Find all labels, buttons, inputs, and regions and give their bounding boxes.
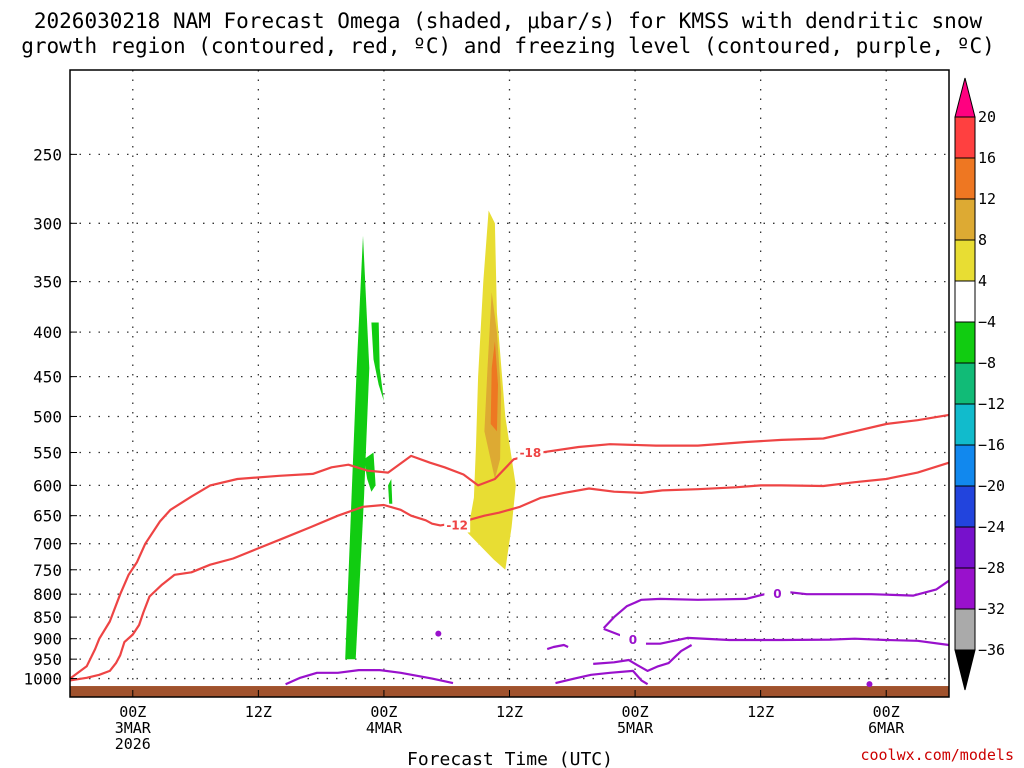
y-axis-ticks: 250 300 350 400 450 500 550 600 650 700 750 800 850 9… — [23, 145, 77, 689]
x-tick-label: 12Z — [245, 703, 272, 721]
colorbar-label: −8 — [978, 354, 996, 372]
colorbar-label: −20 — [978, 477, 1005, 495]
y-tick-label: 700 — [33, 535, 62, 554]
dendritic-label-bg — [517, 445, 544, 461]
y-tick-label: 350 — [33, 273, 62, 292]
x-tick-label: 00Z — [119, 703, 146, 721]
y-tick-label: 900 — [33, 630, 62, 649]
x-tick-label: 00Z — [370, 703, 397, 721]
y-tick-label: 750 — [33, 561, 62, 580]
colorbar-bottom-arrow — [954, 649, 976, 691]
colorbar-segment-4 — [954, 280, 976, 323]
colorbar-label: 20 — [978, 108, 996, 126]
chart-title-line-2: growth region (contoured, red, ºC) and f… — [21, 34, 995, 58]
dendritic-contour-0 — [69, 413, 950, 680]
colorbar-segment-0 — [954, 116, 976, 159]
colorbar-segment-6 — [954, 362, 976, 405]
omega-region-0 — [345, 235, 370, 660]
colorbar-label: −4 — [978, 313, 996, 331]
x-axis-label: Forecast Time (UTC) — [407, 749, 613, 768]
colorbar-segment-9 — [954, 485, 976, 528]
x-tick-label: 6MAR — [868, 719, 905, 737]
dendritic-contour-label: -18 — [520, 446, 542, 460]
freezing-label-bg — [619, 631, 646, 647]
colorbar-segment-10 — [954, 526, 976, 569]
colorbar-segment-12 — [954, 608, 976, 651]
y-tick-label: 950 — [33, 650, 62, 669]
colorbar-segment-3 — [954, 239, 976, 282]
colorbar: 20 16 12 8 4 −4 −8 −12 −16 −20 −24 −28 −32 −36 — [954, 77, 1005, 691]
y-tick-label: 1000 — [23, 670, 62, 689]
omega-region-6 — [490, 341, 498, 432]
x-tick-label: 2026 — [115, 735, 151, 753]
colorbar-label: 16 — [978, 149, 996, 167]
colorbar-segment-2 — [954, 198, 976, 241]
omega-shading — [345, 210, 516, 660]
x-tick-label: 00Z — [873, 703, 900, 721]
freezing-contour-0 — [602, 579, 950, 629]
colorbar-label: −24 — [978, 518, 1005, 536]
y-tick-label: 650 — [33, 507, 62, 526]
freezing-contour-5 — [546, 643, 569, 651]
colorbar-label: 12 — [978, 190, 996, 208]
y-tick-label: 550 — [33, 444, 62, 463]
x-tick-label: 12Z — [496, 703, 523, 721]
colorbar-segment-11 — [954, 567, 976, 610]
colorbar-label: −16 — [978, 436, 1005, 454]
plot-area: 0 0 -18 -12 — [69, 69, 950, 698]
omega-region-1 — [371, 322, 384, 401]
colorbar-segment-8 — [954, 444, 976, 487]
x-tick-label: 4MAR — [366, 719, 403, 737]
freezing-contour-2 — [593, 644, 693, 672]
contour-labels: 0 0 -18 -12 — [444, 445, 791, 647]
y-tick-label: 600 — [33, 476, 62, 495]
y-tick-label: 800 — [33, 585, 62, 604]
freezing-label-bg — [764, 586, 791, 602]
colorbar-top-arrow — [954, 77, 976, 118]
colorbar-segment-1 — [954, 157, 976, 200]
freezing-contour-4 — [285, 669, 454, 686]
colorbar-segment-5 — [954, 321, 976, 364]
y-tick-label: 850 — [33, 608, 62, 627]
omega-region-3 — [388, 479, 393, 504]
freezing-contour-3 — [555, 669, 649, 686]
chart-title-line-1: 2026030218 NAM Forecast Omega (shaded, μ… — [34, 9, 983, 33]
y-tick-label: 250 — [33, 145, 62, 164]
colorbar-label: −28 — [978, 559, 1005, 577]
credit-text: coolwx.com/models — [860, 746, 1014, 764]
x-tick-label: 12Z — [747, 703, 774, 721]
omega-region-2 — [364, 452, 376, 492]
colorbar-label: −36 — [978, 641, 1005, 659]
y-tick-label: 500 — [33, 407, 62, 426]
colorbar-label: 4 — [978, 272, 987, 290]
dendritic-contour-1 — [69, 461, 950, 682]
colorbar-label: −32 — [978, 600, 1005, 618]
y-tick-label: 450 — [33, 368, 62, 387]
dendritic-label-bg — [444, 517, 471, 533]
freezing-dot-1 — [866, 681, 873, 688]
dendritic-contours — [69, 413, 950, 682]
colorbar-segment-7 — [954, 403, 976, 446]
x-tick-label: 3MAR — [115, 719, 152, 737]
x-tick-label: 5MAR — [617, 719, 654, 737]
colorbar-label: 8 — [978, 231, 987, 249]
freezing-contour-label: 0 — [629, 633, 637, 647]
y-tick-label: 400 — [33, 323, 62, 342]
y-tick-label: 300 — [33, 214, 62, 233]
freezing-contour-label: 0 — [773, 587, 781, 601]
dendritic-contour-label: -12 — [446, 518, 468, 532]
colorbar-label: −12 — [978, 395, 1005, 413]
freezing-dot-0 — [435, 630, 442, 637]
freezing-level-contours — [285, 579, 950, 688]
x-tick-label: 00Z — [622, 703, 649, 721]
